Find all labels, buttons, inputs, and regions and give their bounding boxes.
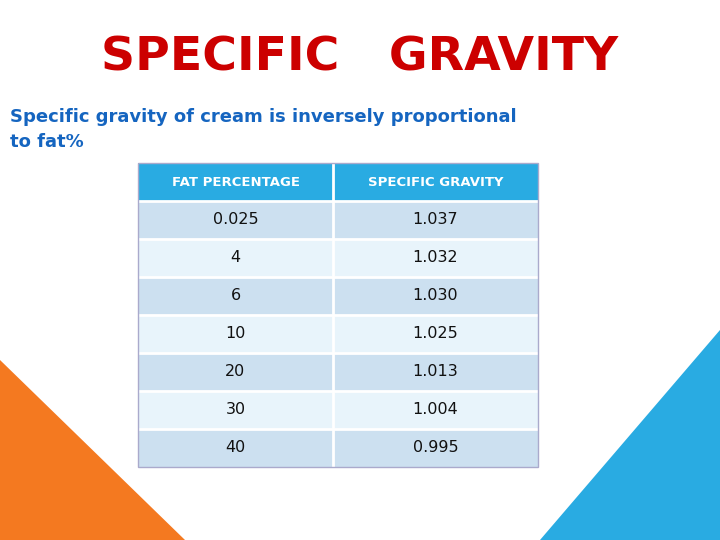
- Bar: [138, 163, 538, 201]
- Text: SPECIFIC GRAVITY: SPECIFIC GRAVITY: [368, 176, 503, 188]
- Bar: [138, 315, 538, 353]
- Bar: [138, 277, 538, 315]
- Text: 1.013: 1.013: [413, 364, 459, 380]
- Text: 1.032: 1.032: [413, 251, 459, 266]
- Text: 20: 20: [225, 364, 246, 380]
- Text: 6: 6: [230, 288, 240, 303]
- Text: 1.025: 1.025: [413, 327, 459, 341]
- Polygon shape: [0, 360, 185, 540]
- Text: Specific gravity of cream is inversely proportional: Specific gravity of cream is inversely p…: [10, 108, 517, 126]
- Bar: [138, 239, 538, 277]
- Text: to fat%: to fat%: [10, 133, 84, 151]
- Bar: [138, 391, 538, 429]
- Bar: [138, 163, 538, 467]
- Bar: [138, 201, 538, 239]
- Text: 1.004: 1.004: [413, 402, 459, 417]
- Text: 1.037: 1.037: [413, 213, 459, 227]
- Text: 4: 4: [230, 251, 240, 266]
- Text: 0.995: 0.995: [413, 441, 459, 456]
- Text: 30: 30: [225, 402, 246, 417]
- Bar: [138, 429, 538, 467]
- Text: SPECIFIC   GRAVITY: SPECIFIC GRAVITY: [102, 36, 618, 80]
- Text: 1.030: 1.030: [413, 288, 459, 303]
- Bar: [138, 353, 538, 391]
- Text: 0.025: 0.025: [212, 213, 258, 227]
- Text: FAT PERCENTAGE: FAT PERCENTAGE: [171, 176, 300, 188]
- Text: 40: 40: [225, 441, 246, 456]
- Polygon shape: [540, 330, 720, 540]
- Text: 10: 10: [225, 327, 246, 341]
